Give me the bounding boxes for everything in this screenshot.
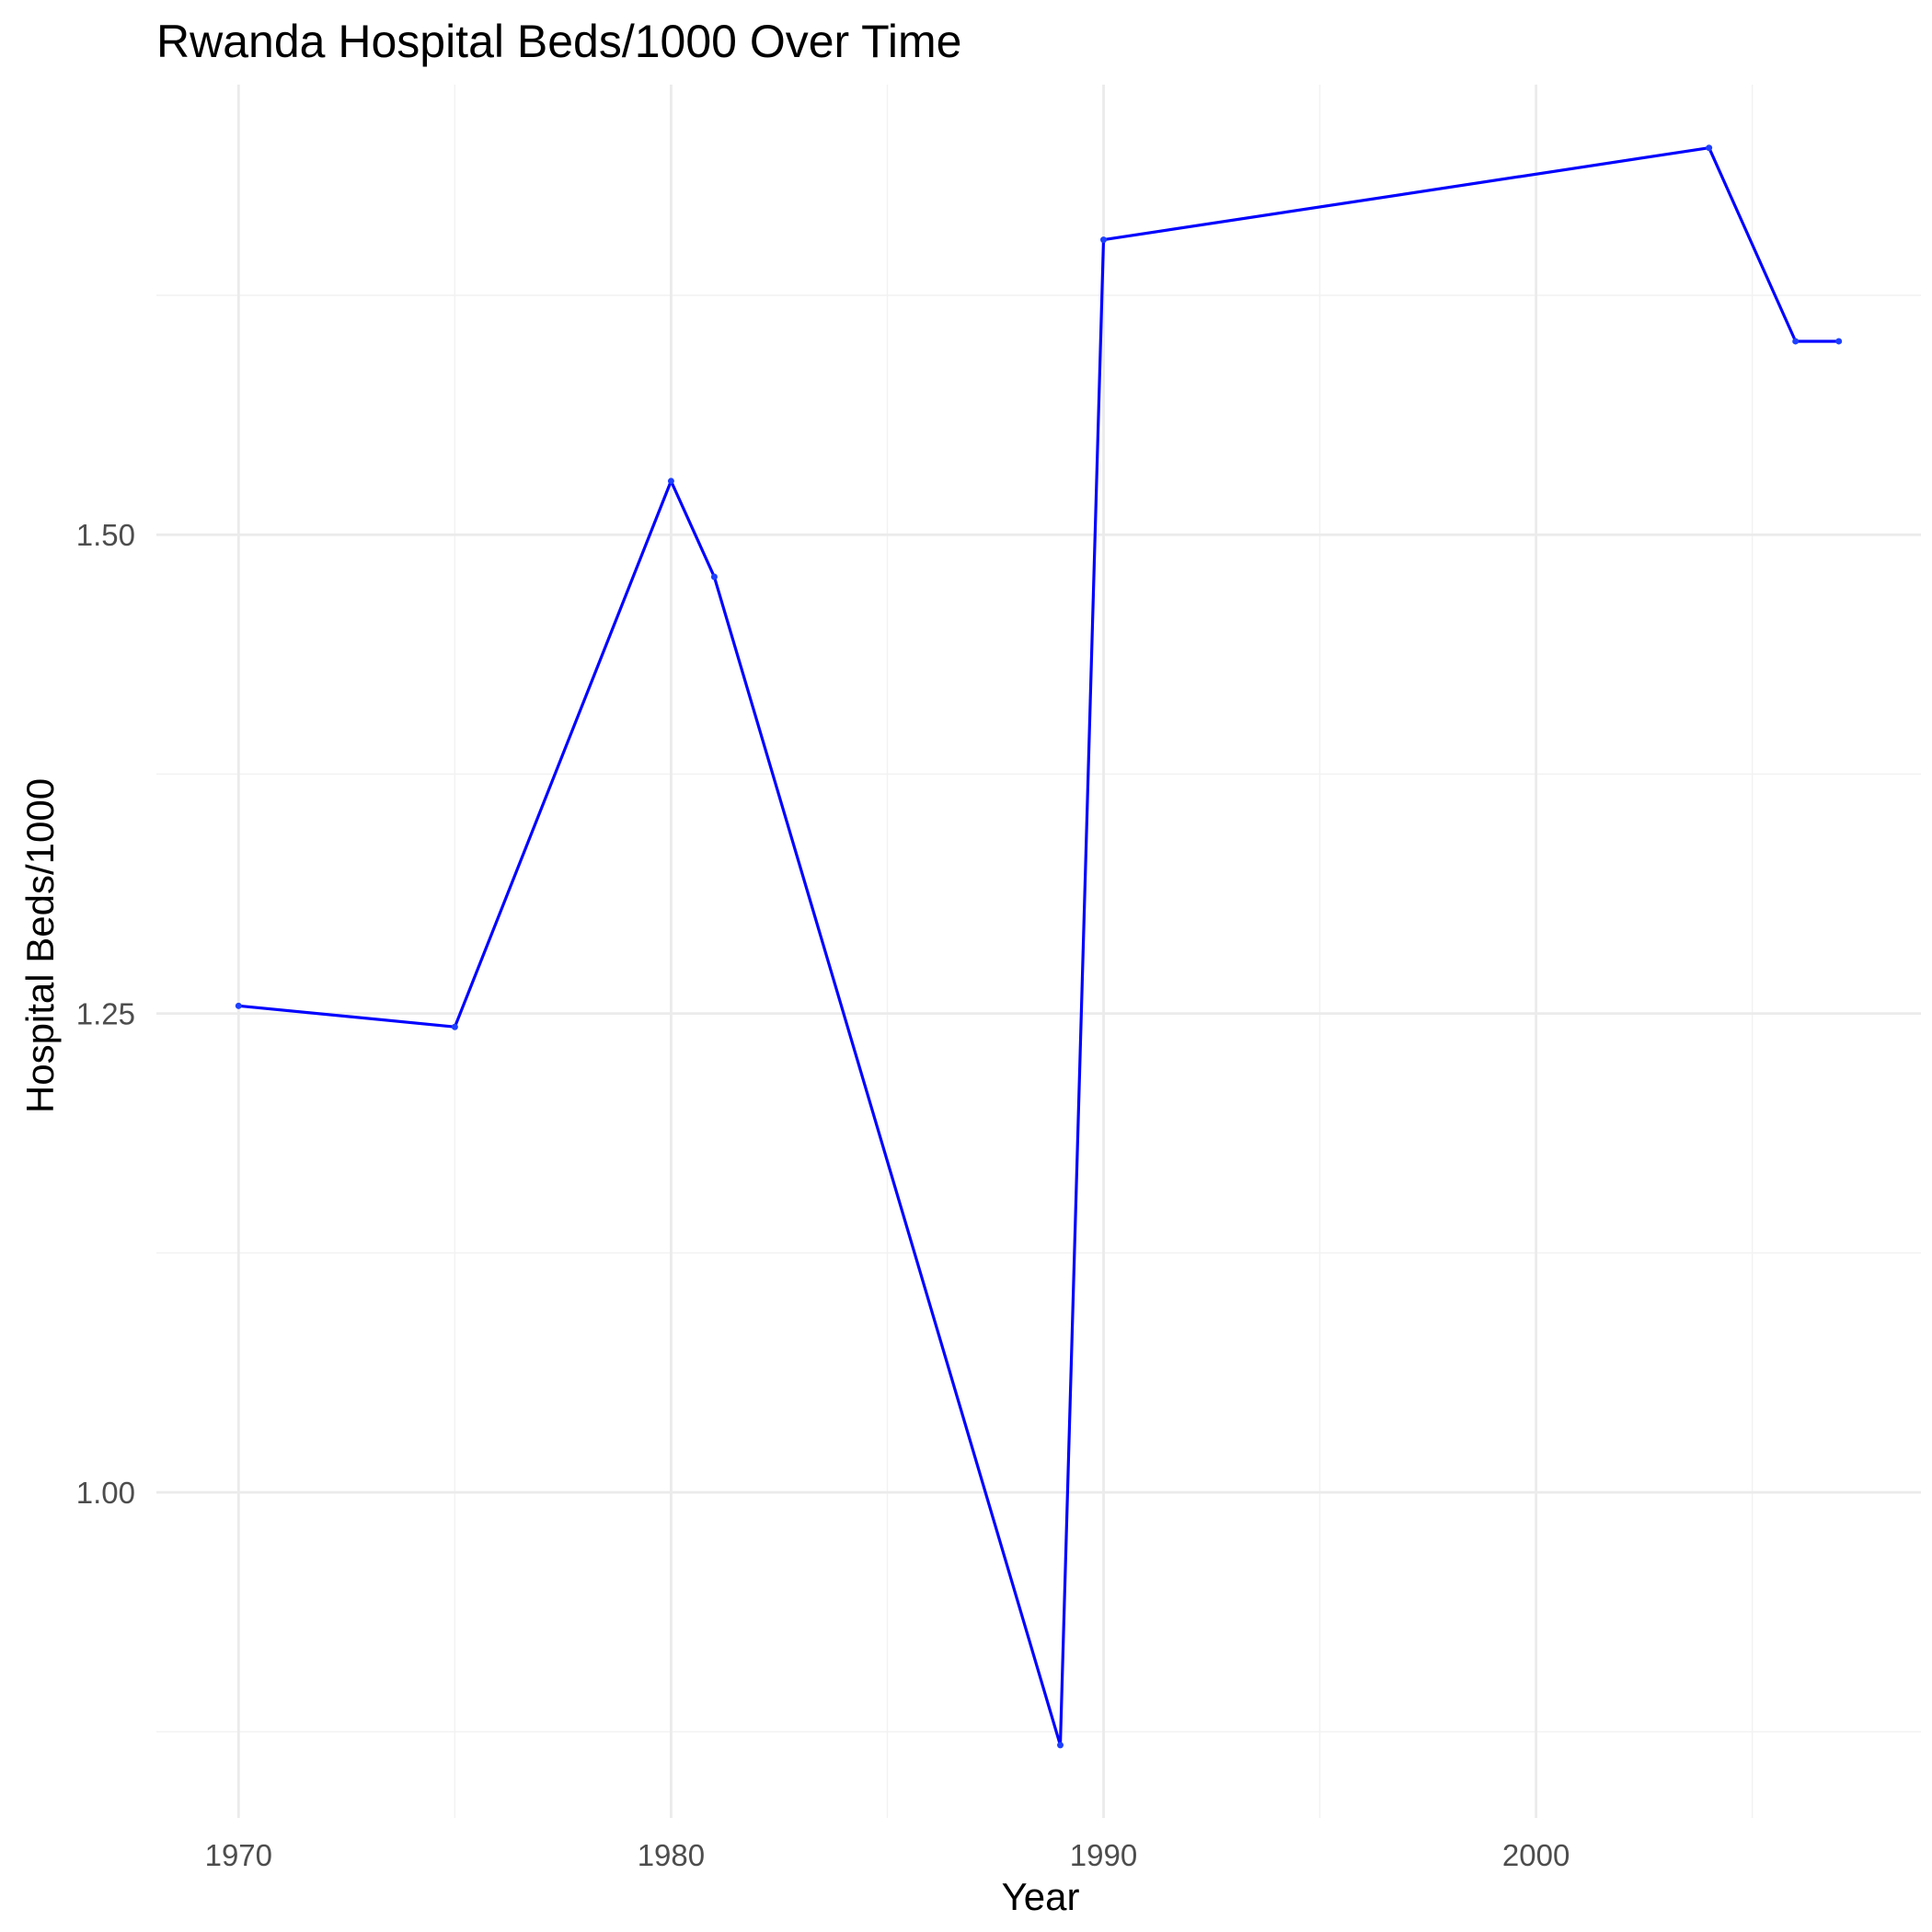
data-point xyxy=(235,1002,242,1009)
data-point xyxy=(1057,1742,1064,1749)
y-tick-label: 1.00 xyxy=(76,1476,135,1510)
series-line xyxy=(238,146,1839,1747)
x-axis-title: Year xyxy=(1002,1875,1080,1918)
x-tick-label: 1980 xyxy=(638,1838,705,1872)
major-gridlines xyxy=(156,85,1921,1818)
data-point xyxy=(1835,338,1843,345)
x-axis-tick-labels: 1970 1980 1990 2000 xyxy=(205,1838,1570,1872)
minor-gridlines xyxy=(156,85,1921,1818)
x-tick-label: 2000 xyxy=(1502,1838,1570,1872)
data-point xyxy=(667,477,674,485)
y-tick-label: 1.50 xyxy=(76,518,135,552)
data-point xyxy=(710,573,718,581)
data-point xyxy=(1100,236,1108,244)
data-series xyxy=(235,144,1843,1749)
data-point xyxy=(451,1023,458,1030)
data-point xyxy=(1792,338,1800,345)
y-axis-title: Hospital Beds/1000 xyxy=(18,778,62,1113)
y-axis-tick-labels: 1.00 1.25 1.50 xyxy=(76,518,135,1510)
x-tick-label: 1990 xyxy=(1070,1838,1137,1872)
y-tick-label: 1.25 xyxy=(76,997,135,1031)
chart-title: Rwanda Hospital Beds/1000 Over Time xyxy=(156,16,961,67)
data-point xyxy=(1706,144,1713,152)
x-tick-label: 1970 xyxy=(205,1838,272,1872)
